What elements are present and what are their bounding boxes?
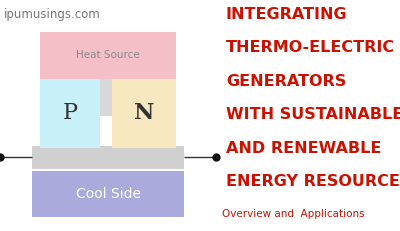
Text: INTEGRATING: INTEGRATING — [226, 7, 348, 22]
Bar — [32, 171, 184, 217]
Text: P: P — [62, 102, 78, 124]
Text: AND RENEWABLE: AND RENEWABLE — [226, 141, 381, 156]
Bar — [40, 79, 176, 116]
Text: GENERATORS: GENERATORS — [226, 74, 346, 89]
Bar — [32, 146, 184, 169]
Point — [0, 155, 3, 159]
Text: Overview and  Applications: Overview and Applications — [222, 210, 365, 219]
Bar — [40, 32, 176, 79]
Bar — [112, 79, 176, 148]
Text: THERMO-ELECTRIC: THERMO-ELECTRIC — [226, 40, 395, 55]
Text: Cool Side: Cool Side — [76, 187, 140, 201]
Text: ENERGY RESOURCES: ENERGY RESOURCES — [226, 174, 400, 189]
Text: N: N — [134, 102, 154, 124]
Bar — [40, 79, 100, 148]
Point — [213, 155, 219, 159]
Text: Heat Source: Heat Source — [76, 50, 140, 61]
Text: WITH SUSTAINABLE: WITH SUSTAINABLE — [226, 107, 400, 122]
Text: ipumusings.com: ipumusings.com — [4, 8, 101, 21]
